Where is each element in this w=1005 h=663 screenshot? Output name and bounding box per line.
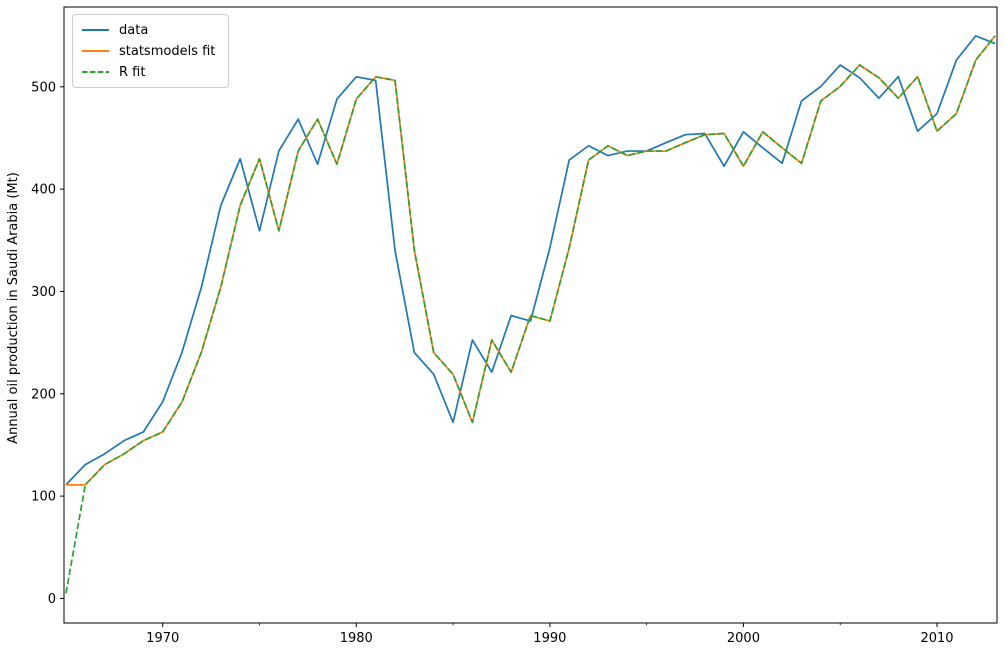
y-tick-label: 500	[31, 80, 56, 95]
x-tick-label: 1970	[146, 631, 179, 646]
legend-sample-data-line	[82, 29, 109, 31]
y-tick-label: 200	[31, 387, 56, 402]
y-tick-label: 300	[31, 285, 56, 300]
x-tick-label: 2010	[920, 631, 953, 646]
y-tick-label: 0	[48, 592, 56, 607]
legend-item-statsmodels-fit: statsmodels fit	[82, 42, 219, 60]
x-tick-label: 2000	[727, 631, 760, 646]
y-tick-label: 100	[31, 490, 56, 505]
legend-label-data: data	[119, 22, 149, 38]
axes-spines	[63, 6, 998, 624]
legend-label-r-fit: R fit	[119, 64, 146, 80]
legend: data statsmodels fit R fit	[72, 14, 229, 88]
legend-label-statsmodels-fit: statsmodels fit	[119, 43, 216, 59]
series-line-data	[65, 35, 996, 486]
legend-item-r-fit: R fit	[82, 63, 219, 81]
y-tick-label: 400	[31, 183, 56, 198]
legend-sample-r-fit-line	[82, 71, 109, 73]
y-axis-label: Annual oil production in Saudi Arabia (M…	[6, 172, 21, 444]
x-tick-label: 1990	[533, 631, 566, 646]
series-line-statsmodels-fit	[65, 35, 996, 486]
legend-item-data: data	[82, 21, 219, 39]
legend-sample-statsmodels-line	[82, 50, 109, 52]
series-line-R-fit	[65, 35, 996, 594]
x-tick-label: 1980	[340, 631, 373, 646]
